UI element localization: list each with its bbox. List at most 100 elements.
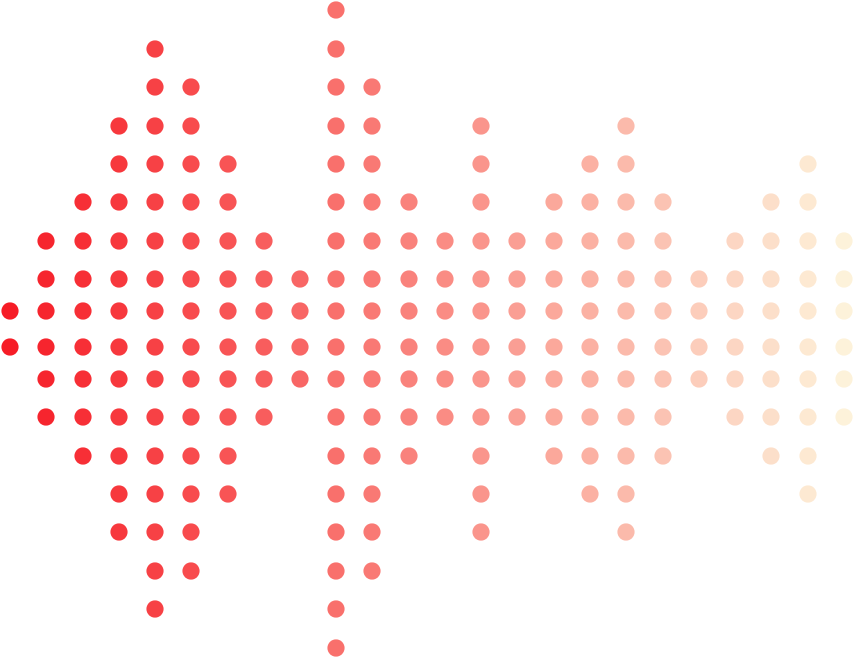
dot [146, 302, 164, 320]
dot [400, 270, 418, 288]
dot [363, 155, 381, 173]
dot [327, 270, 345, 288]
dot [654, 447, 672, 465]
dot [726, 338, 744, 356]
dot [617, 485, 635, 503]
dot [472, 370, 490, 388]
dot [762, 193, 780, 211]
dot [327, 193, 345, 211]
dot [255, 370, 273, 388]
dot [255, 232, 273, 250]
dot [654, 302, 672, 320]
dot [255, 270, 273, 288]
dot [110, 232, 128, 250]
dot [545, 232, 563, 250]
dot [545, 338, 563, 356]
dot [182, 447, 200, 465]
dot [400, 232, 418, 250]
dot [436, 232, 454, 250]
dot [110, 523, 128, 541]
dot [545, 193, 563, 211]
dot [74, 193, 92, 211]
dot [37, 408, 55, 426]
dot [436, 302, 454, 320]
dot [182, 117, 200, 135]
dot [110, 338, 128, 356]
dot [472, 117, 490, 135]
dot [327, 523, 345, 541]
dot [219, 302, 237, 320]
dot [146, 78, 164, 96]
dot [74, 370, 92, 388]
dot [581, 155, 599, 173]
dot [654, 408, 672, 426]
dot [363, 338, 381, 356]
dot [327, 562, 345, 580]
dot [726, 270, 744, 288]
dot [37, 370, 55, 388]
dot [146, 447, 164, 465]
dot [799, 302, 817, 320]
dot [508, 338, 526, 356]
dot [617, 370, 635, 388]
dot [581, 193, 599, 211]
dot [363, 302, 381, 320]
dot [799, 485, 817, 503]
dot [182, 302, 200, 320]
dot [400, 193, 418, 211]
dot [472, 232, 490, 250]
dot [327, 338, 345, 356]
dot [400, 447, 418, 465]
dot [219, 370, 237, 388]
dot [327, 408, 345, 426]
dot [545, 370, 563, 388]
dot [617, 155, 635, 173]
dot [363, 370, 381, 388]
dot [726, 232, 744, 250]
dot [654, 370, 672, 388]
dot [363, 270, 381, 288]
dot [182, 78, 200, 96]
dot [617, 232, 635, 250]
dot [146, 117, 164, 135]
dot [146, 338, 164, 356]
dot [363, 485, 381, 503]
dot [581, 338, 599, 356]
dot [762, 408, 780, 426]
dot [400, 302, 418, 320]
dot [146, 600, 164, 618]
dot [472, 270, 490, 288]
dot [182, 408, 200, 426]
dot [690, 302, 708, 320]
dot [617, 302, 635, 320]
dot [110, 370, 128, 388]
dot [219, 270, 237, 288]
dot [690, 270, 708, 288]
dot [74, 270, 92, 288]
dot [219, 408, 237, 426]
dot [762, 270, 780, 288]
dot [799, 447, 817, 465]
dot [182, 270, 200, 288]
dot [182, 232, 200, 250]
dot [581, 408, 599, 426]
dot [472, 155, 490, 173]
dot [182, 485, 200, 503]
dot [74, 408, 92, 426]
dot [690, 370, 708, 388]
dot [436, 270, 454, 288]
dot [654, 193, 672, 211]
dot [436, 408, 454, 426]
dot [327, 155, 345, 173]
dot [146, 155, 164, 173]
dot [762, 447, 780, 465]
dot [255, 302, 273, 320]
dot [654, 338, 672, 356]
dot [327, 639, 345, 657]
dot [508, 370, 526, 388]
dot [799, 193, 817, 211]
dot [146, 408, 164, 426]
dot [726, 370, 744, 388]
dot [545, 270, 563, 288]
